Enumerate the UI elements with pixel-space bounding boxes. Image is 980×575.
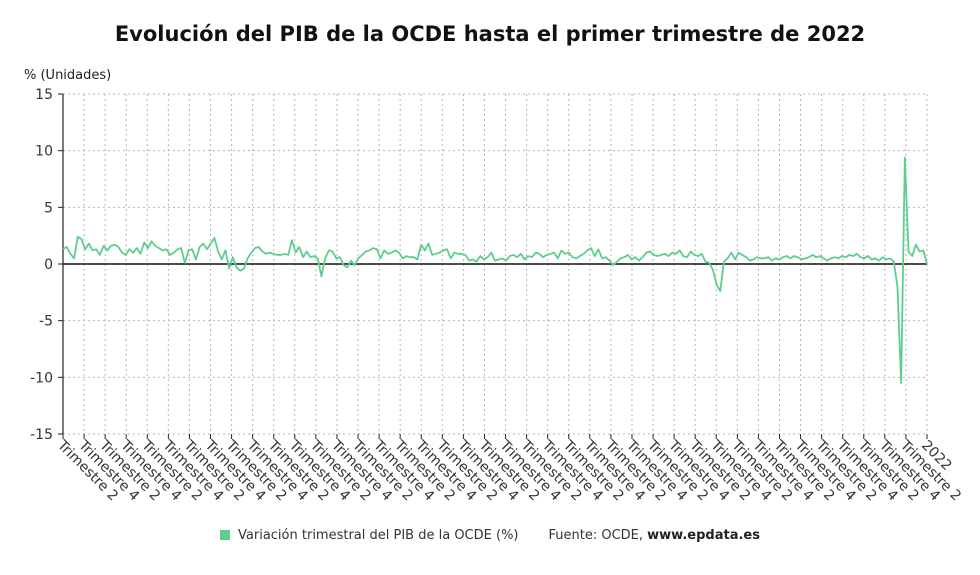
y-tick-label: -10 <box>30 370 53 386</box>
chart-title: Evolución del PIB de la OCDE hasta el pr… <box>114 22 866 46</box>
y-tick-label: -5 <box>39 314 53 330</box>
source-prefix: Fuente: OCDE, <box>548 528 648 543</box>
y-tick-label: 5 <box>44 200 53 216</box>
y-tick-label: 15 <box>35 87 53 103</box>
y-tick-label: -15 <box>30 427 53 443</box>
y-tick-labels: 15 10 5 0 -5 -10 -15 <box>30 87 63 443</box>
y-tick-label: 0 <box>44 257 53 273</box>
y-tick-label: 10 <box>35 144 53 160</box>
source-text: Fuente: OCDE, www.epdata.es <box>549 528 760 543</box>
legend-label: Variación trimestral del PIB de la OCDE … <box>238 528 519 543</box>
legend-swatch <box>220 530 231 540</box>
source-site[interactable]: www.epdata.es <box>647 528 760 543</box>
series-line-pib-ocde <box>62 156 928 384</box>
chart-footer: Variación trimestral del PIB de la OCDE … <box>0 528 980 543</box>
y-axis-label: % (Unidades) <box>24 68 112 83</box>
